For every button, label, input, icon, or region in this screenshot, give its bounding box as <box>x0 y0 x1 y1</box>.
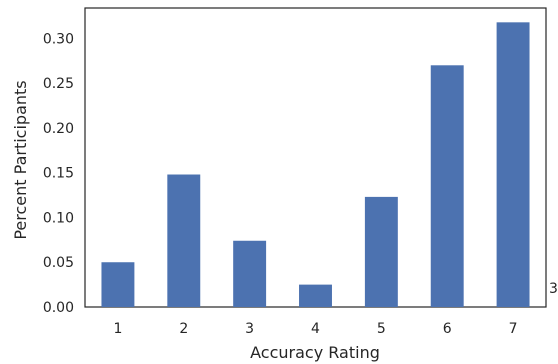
bar-2 <box>167 174 201 307</box>
x-tick-label-5: 5 <box>377 321 386 337</box>
x-tick-label-4: 4 <box>311 321 320 337</box>
stray-glyph: 3 <box>549 281 558 297</box>
bar-5 <box>364 196 398 307</box>
y-tick-label: 0.10 <box>43 210 74 226</box>
x-tick-label-7: 7 <box>509 321 518 337</box>
x-tick-label-2: 2 <box>179 321 188 337</box>
x-axis-label: Accuracy Rating <box>250 343 380 362</box>
x-tick-label-1: 1 <box>113 321 122 337</box>
y-tick-label: 0.20 <box>43 121 74 137</box>
y-tick-label: 0.00 <box>43 300 74 316</box>
plot-frame <box>84 7 547 308</box>
bar-3 <box>233 240 267 307</box>
bar-6 <box>430 65 464 307</box>
x-tick-labels: 1 2 3 4 5 6 7 <box>113 321 517 337</box>
y-tick-label: 0.15 <box>43 166 74 182</box>
x-tick-label-6: 6 <box>443 321 452 337</box>
y-tick-label: 0.05 <box>43 255 74 271</box>
y-tick-label: 0.25 <box>43 76 74 92</box>
bar-4 <box>299 284 332 307</box>
bar-1 <box>101 262 135 307</box>
bar-7 <box>496 22 530 307</box>
y-tick-labels: 0.00 0.05 0.10 0.15 0.20 0.25 0.30 <box>43 31 74 316</box>
bars-group <box>101 22 530 307</box>
y-tick-label: 0.30 <box>43 31 74 47</box>
x-tick-label-3: 3 <box>245 321 254 337</box>
y-axis-label: Percent Participants <box>11 80 30 239</box>
